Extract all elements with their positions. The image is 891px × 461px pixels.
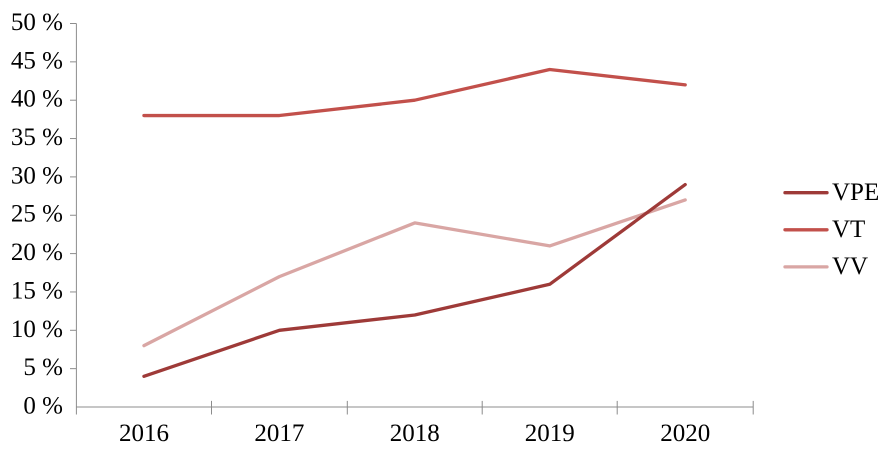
svg-text:0 %: 0 % <box>23 393 63 420</box>
svg-text:2018: 2018 <box>390 420 440 447</box>
svg-text:2017: 2017 <box>254 420 304 447</box>
svg-text:2019: 2019 <box>525 420 575 447</box>
svg-text:50 %: 50 % <box>11 9 63 36</box>
svg-text:10 %: 10 % <box>11 316 63 343</box>
svg-text:VT: VT <box>832 216 865 243</box>
svg-text:20 %: 20 % <box>11 239 63 266</box>
svg-text:2016: 2016 <box>119 420 169 447</box>
svg-text:40 %: 40 % <box>11 86 63 113</box>
svg-text:VPE: VPE <box>832 179 879 206</box>
svg-text:45 %: 45 % <box>11 47 63 74</box>
svg-text:2020: 2020 <box>660 420 710 447</box>
svg-text:25 %: 25 % <box>11 201 63 228</box>
svg-text:35 %: 35 % <box>11 124 63 151</box>
svg-text:VV: VV <box>832 253 868 280</box>
svg-text:5 %: 5 % <box>23 354 63 381</box>
svg-text:15 %: 15 % <box>11 277 63 304</box>
svg-text:30 %: 30 % <box>11 162 63 189</box>
